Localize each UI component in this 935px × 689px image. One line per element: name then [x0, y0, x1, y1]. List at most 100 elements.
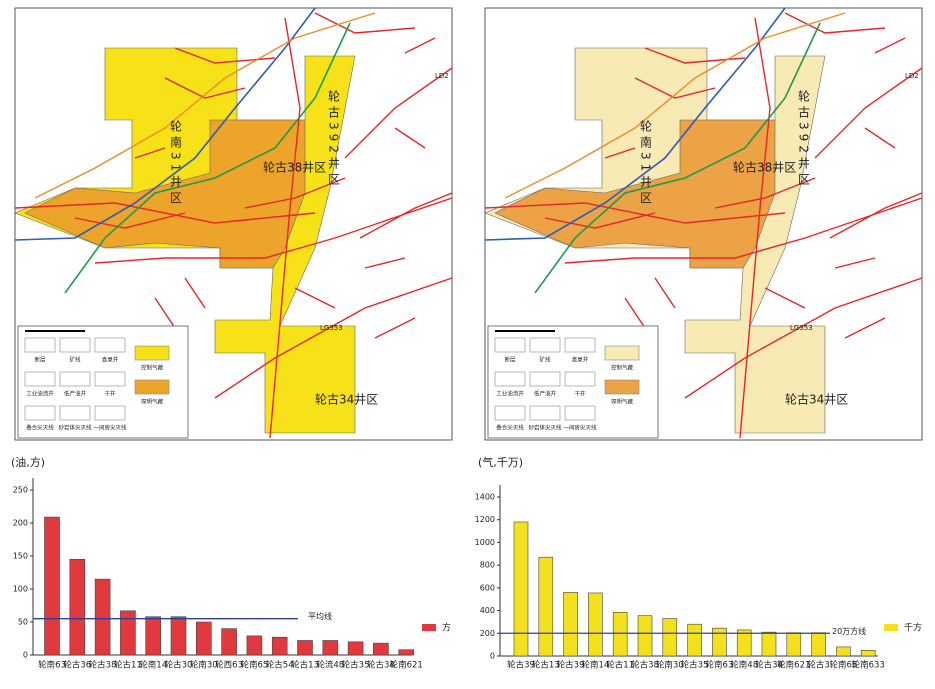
x-tick-label: 轮古34 [367, 660, 395, 671]
fault-line [684, 277, 923, 399]
fault-line [314, 12, 416, 34]
legend-label: 矿线 [69, 356, 81, 364]
legend-label: 方 [442, 622, 451, 634]
legend-label: 砂岩体尖灭线 [58, 424, 92, 432]
fault-line [564, 197, 923, 264]
legend-icon [494, 337, 526, 353]
well-label: LG353 [320, 324, 343, 332]
well-label: LD2 [905, 72, 919, 80]
legend-label: 干井 [104, 390, 116, 398]
fault-line [864, 127, 896, 149]
legend-label: 断层 [34, 356, 46, 364]
legend-label: 千方 [904, 622, 922, 634]
bar [513, 521, 529, 657]
blue-line [14, 7, 316, 241]
bar [398, 649, 415, 656]
fault-line [364, 257, 406, 269]
bar [736, 629, 752, 657]
fault-line [834, 257, 876, 269]
x-tick-label: 轮古30 [165, 660, 193, 671]
bar [836, 646, 851, 657]
legend-swatch [134, 379, 170, 395]
orange-line [34, 12, 376, 199]
reference-label: 平均线 [308, 611, 332, 621]
fault-line [739, 17, 771, 439]
bar [196, 621, 212, 656]
bar [612, 611, 628, 657]
legend-label: 工业油流井 [26, 390, 54, 398]
fault-line [214, 277, 453, 399]
y-tick-label: 200 [480, 629, 495, 638]
bar [347, 641, 364, 656]
x-tick-label: 轮南621 [777, 660, 810, 671]
y-tick-label: 200 [13, 519, 28, 528]
fault-line [844, 317, 886, 339]
x-tick-label: 轮古3 [807, 660, 829, 671]
fault-line [174, 47, 276, 64]
well-label: LG353 [790, 324, 813, 332]
fault-line [374, 317, 416, 339]
fault-line [544, 212, 656, 229]
bar [44, 516, 60, 656]
legend-icon [59, 405, 91, 421]
bar [662, 618, 678, 657]
bar [761, 631, 777, 657]
legend-label: 低产油井 [64, 390, 87, 398]
region-label: 轮南31井区 [169, 120, 183, 208]
y-tick-label: 400 [480, 606, 495, 615]
region-label: 轮古38井区 [263, 160, 326, 175]
x-tick-label: 轮古54 [266, 660, 294, 671]
x-tick-label: 轮古13 [291, 660, 319, 671]
legend-label: 叠合尖灭线 [26, 424, 54, 432]
fault-line [184, 277, 206, 309]
fault-line [14, 202, 316, 224]
fault-line [244, 177, 346, 209]
y-tick-label: 800 [480, 561, 495, 570]
y-tick-label: 1400 [475, 493, 495, 502]
y-tick-label: 250 [13, 486, 28, 495]
bar [786, 632, 802, 657]
x-tick-label: 轮古38 [631, 660, 659, 671]
x-tick-label: 轮南65 [240, 660, 268, 671]
bar [811, 632, 826, 657]
reference-label: 20万方线 [832, 626, 866, 636]
x-tick-label: 轮古38 [89, 660, 117, 671]
y-axis-label: (油,方) [11, 455, 45, 469]
fault-line [874, 37, 906, 54]
x-tick-label: 轮古34 [755, 660, 783, 671]
legend-label: 控制气藏 [611, 364, 634, 372]
legend-label: 直录井 [102, 356, 119, 364]
fault-line [394, 127, 426, 149]
x-tick-label: 轮南63 [705, 660, 733, 671]
legend-label: 一间房尖灭线 [93, 424, 127, 432]
y-axis-label: (气,千万) [478, 455, 523, 469]
legend-icon [529, 371, 561, 387]
x-tick-label: 轮古35 [681, 660, 709, 671]
fault-line [714, 177, 816, 209]
bar [637, 615, 653, 657]
legend-icon [94, 337, 126, 353]
fault-line [74, 212, 186, 229]
x-tick-label: 轮古39 [507, 660, 535, 671]
x-tick-label: 轮古11 [606, 660, 634, 671]
x-tick-label: 轮南30 [190, 660, 218, 671]
region-label: 轮古392井区 [327, 90, 341, 189]
fault-line [164, 77, 246, 99]
x-tick-label: 轮古13 [532, 660, 560, 671]
x-tick-label: 轮南63 [38, 660, 66, 671]
fault-line [154, 297, 176, 329]
legend-label: 一间房尖灭线 [563, 424, 597, 432]
bar [69, 558, 86, 656]
legend-icon [24, 405, 56, 421]
orange-line [504, 12, 846, 199]
y-tick-label: 1000 [475, 538, 495, 547]
legend-icon [94, 405, 126, 421]
y-tick-label: 0 [23, 651, 28, 660]
x-tick-label: 轮西63 [215, 660, 243, 671]
legend-icon [24, 337, 56, 353]
legend-label: 探明气藏 [141, 398, 164, 406]
legend-label: 低产油井 [534, 390, 557, 398]
y-tick-label: 50 [18, 618, 28, 627]
